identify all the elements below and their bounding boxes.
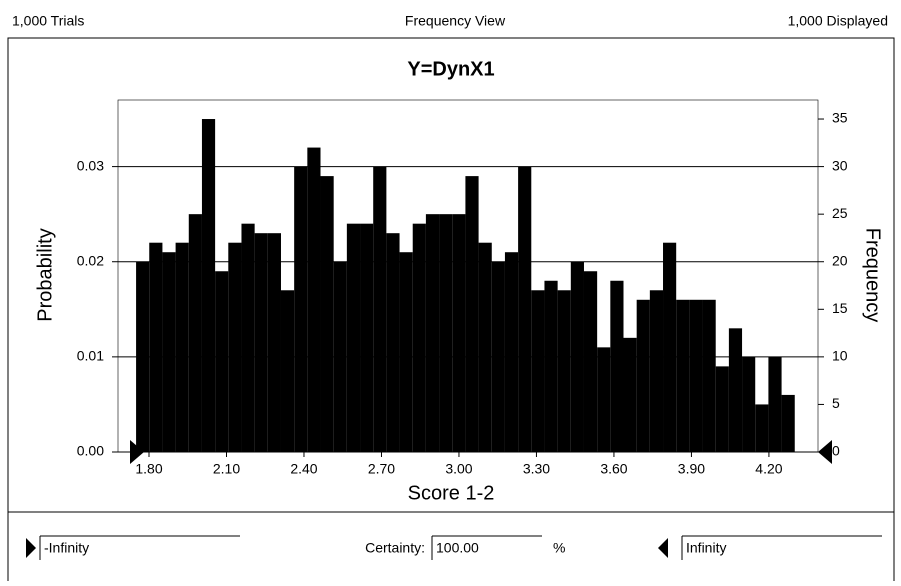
trials-count: 1,000 Trials <box>12 13 84 29</box>
histogram-bar <box>346 223 361 452</box>
y2-tick-label: 30 <box>832 157 848 173</box>
chart-title: Y=DynX1 <box>407 58 494 80</box>
histogram-bar <box>333 261 347 452</box>
histogram-bar <box>544 280 558 452</box>
x-tick-label: 2.40 <box>290 461 317 477</box>
histogram-bar <box>175 242 189 452</box>
histogram-bar <box>610 280 624 452</box>
x-axis-label: Score 1-2 <box>408 482 495 504</box>
histogram-bar <box>136 261 150 452</box>
y2-tick-label: 25 <box>832 205 848 221</box>
histogram-bar <box>228 242 242 452</box>
y-axis-label: Probability <box>34 228 56 321</box>
histogram-bar <box>570 261 584 452</box>
y-tick-label: 0.02 <box>77 252 104 268</box>
histogram-bar <box>636 299 650 452</box>
histogram-bar <box>294 166 308 452</box>
x-tick-label: 3.30 <box>523 461 550 477</box>
histogram-bar <box>162 252 176 452</box>
histogram-bar <box>201 119 216 452</box>
y2-tick-label: 0 <box>832 443 840 459</box>
histogram-bar <box>649 290 664 452</box>
histogram-bar <box>663 242 677 452</box>
histogram-bar <box>491 261 505 452</box>
y-tick-label: 0.01 <box>77 348 104 364</box>
histogram-bar <box>755 404 769 452</box>
left-arrow[interactable] <box>26 538 36 558</box>
histogram-bar <box>597 347 611 452</box>
histogram-bar <box>689 299 703 452</box>
y2-tick-label: 20 <box>832 252 848 268</box>
histogram-bar <box>623 337 637 452</box>
view-name: Frequency View <box>405 13 506 29</box>
x-tick-label: 1.80 <box>135 461 162 477</box>
x-tick-label: 4.20 <box>755 461 782 477</box>
histogram-bar <box>386 233 400 452</box>
histogram-bar <box>188 214 202 452</box>
certainty-value: 100.00 <box>436 540 479 556</box>
y2-tick-label: 35 <box>832 110 848 126</box>
histogram-bar <box>373 166 387 452</box>
x-tick-label: 2.70 <box>368 461 395 477</box>
displayed-count: 1,000 Displayed <box>788 13 888 29</box>
y-tick-label: 0.03 <box>77 157 104 173</box>
y2-axis-label: Frequency <box>862 228 884 323</box>
histogram-bar <box>267 233 281 452</box>
y2-tick-label: 15 <box>832 300 848 316</box>
certainty-unit: % <box>553 540 565 556</box>
right-input[interactable] <box>682 536 882 560</box>
histogram-bar <box>412 223 426 452</box>
histogram-bar <box>280 290 295 452</box>
histogram-bar <box>425 214 440 452</box>
histogram-bar <box>399 252 413 452</box>
histogram-bar <box>439 214 453 452</box>
histogram-bar <box>241 223 255 452</box>
histogram-bar <box>307 147 321 452</box>
x-tick-label: 3.00 <box>445 461 472 477</box>
y-tick-label: 0.00 <box>77 443 104 459</box>
histogram-bar <box>583 271 598 452</box>
histogram-bar <box>215 271 229 452</box>
certainty-input[interactable] <box>432 536 542 560</box>
histogram-bar <box>702 299 716 452</box>
x-tick-label: 2.10 <box>213 461 240 477</box>
histogram-bar <box>781 394 795 452</box>
histogram-bar <box>478 242 492 452</box>
histogram-bar <box>768 356 782 452</box>
histogram-bar <box>504 252 519 452</box>
histogram-bar <box>715 366 729 452</box>
y2-tick-label: 10 <box>832 348 848 364</box>
y2-tick-label: 5 <box>832 395 840 411</box>
histogram-bar <box>320 176 334 453</box>
histogram-bar <box>742 356 756 452</box>
x-tick-label: 3.90 <box>678 461 705 477</box>
histogram-bar <box>557 290 571 452</box>
right-input-value: Infinity <box>686 540 726 556</box>
histogram-bar <box>728 328 743 452</box>
histogram-bar <box>149 242 163 452</box>
right-arrow[interactable] <box>658 538 668 558</box>
histogram-bar <box>254 233 268 452</box>
certainty-label: Certainty: <box>365 540 425 556</box>
histogram-bar <box>360 223 374 452</box>
histogram-bar <box>452 214 466 452</box>
histogram-bar <box>518 166 532 452</box>
histogram-bar <box>676 299 690 452</box>
left-input-value: -Infinity <box>44 540 89 556</box>
left-input[interactable] <box>40 536 240 560</box>
x-tick-label: 3.60 <box>600 461 627 477</box>
histogram-bar <box>531 290 545 452</box>
histogram-bar <box>465 176 479 453</box>
right-slider[interactable] <box>818 440 832 464</box>
